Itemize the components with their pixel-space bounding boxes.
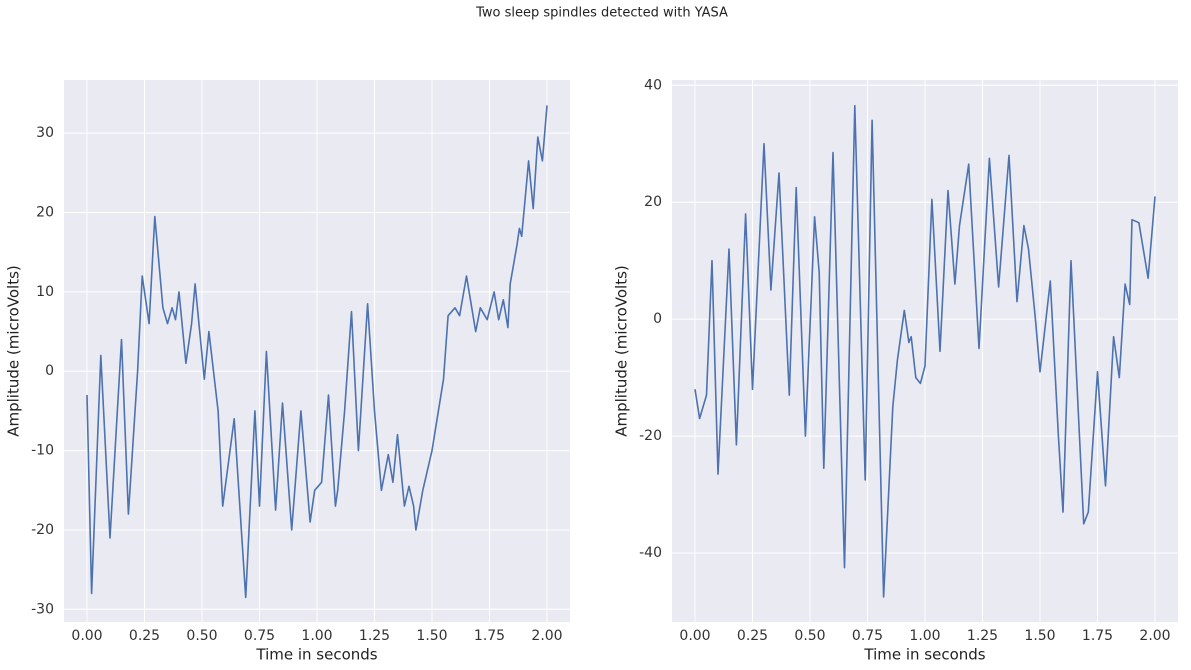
x-tick-label: 1.25 bbox=[359, 628, 390, 644]
x-tick-label: 1.00 bbox=[301, 628, 332, 644]
y-tick-label: 30 bbox=[36, 125, 54, 141]
x-axis-label: Time in seconds bbox=[863, 646, 985, 664]
x-tick-label: 1.00 bbox=[909, 628, 940, 644]
x-tick-label: 0.75 bbox=[852, 628, 883, 644]
y-tick-label: 10 bbox=[36, 284, 54, 300]
y-tick-label: 40 bbox=[644, 77, 662, 93]
x-tick-label: 1.75 bbox=[1082, 628, 1113, 644]
x-tick-label: 1.75 bbox=[474, 628, 505, 644]
x-tick-label: 1.50 bbox=[1024, 628, 1055, 644]
x-tick-label: 0.00 bbox=[71, 628, 102, 644]
x-tick-label: 0.25 bbox=[129, 628, 160, 644]
y-tick-label: 0 bbox=[653, 311, 662, 327]
y-tick-label: -40 bbox=[639, 545, 662, 561]
x-tick-label: 0.50 bbox=[794, 628, 825, 644]
data-line bbox=[694, 104, 1156, 598]
y-tick-label: 0 bbox=[45, 363, 54, 379]
x-axis-label: Time in seconds bbox=[255, 646, 377, 664]
x-tick-label: 1.25 bbox=[967, 628, 998, 644]
y-tick-label: -20 bbox=[639, 428, 662, 444]
x-tick-label: 0.50 bbox=[186, 628, 217, 644]
y-axis-label: Amplitude (microVolts) bbox=[5, 265, 23, 437]
y-tick-label: -20 bbox=[31, 522, 54, 538]
data-line bbox=[86, 105, 548, 599]
x-tick-label: 0.25 bbox=[737, 628, 768, 644]
x-tick-label: 2.00 bbox=[531, 628, 562, 644]
y-tick-label: 20 bbox=[36, 205, 54, 221]
y-axis-label: Amplitude (microVolts) bbox=[613, 265, 631, 437]
x-tick-label: 1.50 bbox=[416, 628, 447, 644]
figure-title: Two sleep spindles detected with YASA bbox=[475, 6, 728, 21]
y-tick-label: 20 bbox=[644, 194, 662, 210]
x-tick-label: 2.00 bbox=[1139, 628, 1170, 644]
x-tick-label: 0.00 bbox=[679, 628, 710, 644]
y-tick-label: -10 bbox=[31, 443, 54, 459]
y-tick-label: -30 bbox=[31, 601, 54, 617]
x-tick-label: 0.75 bbox=[244, 628, 275, 644]
